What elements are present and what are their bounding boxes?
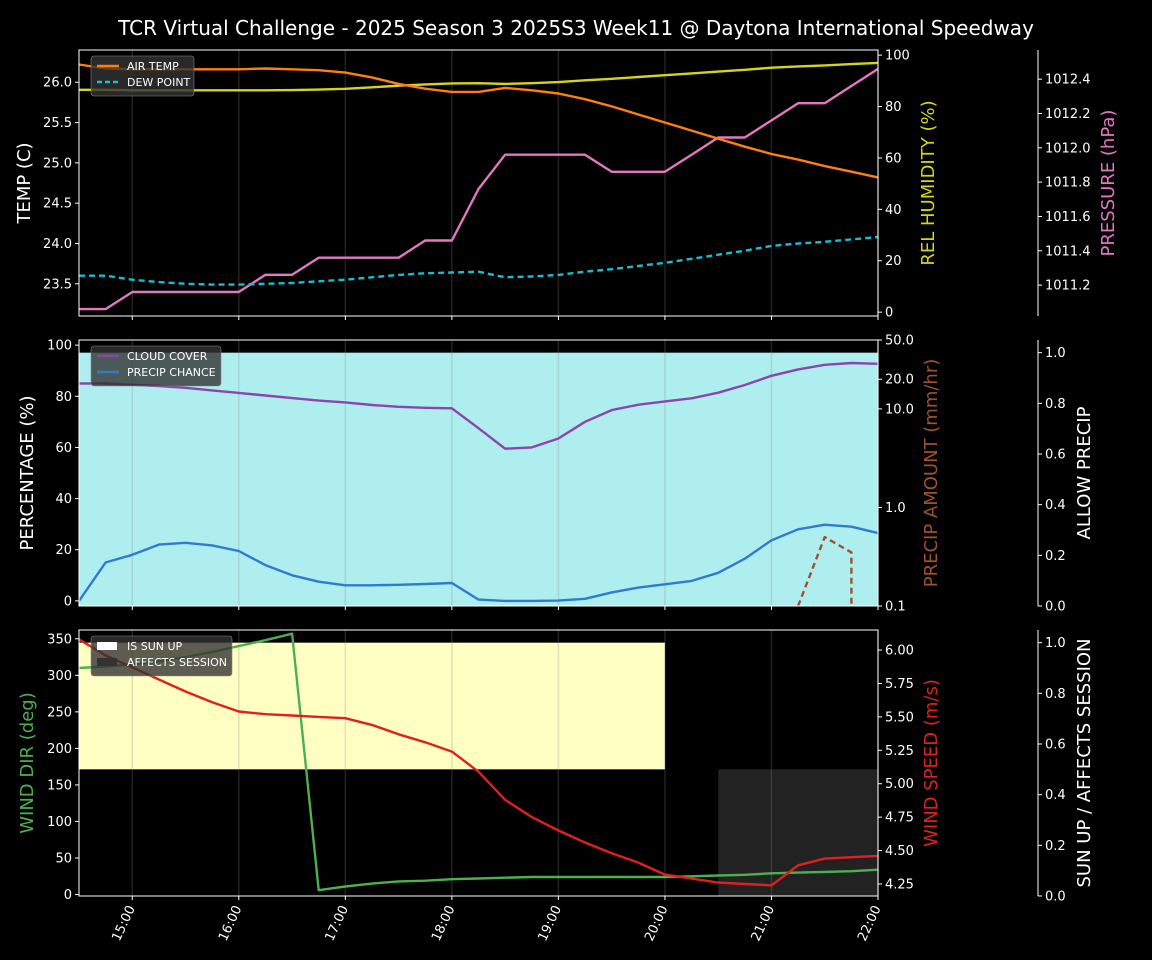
legend-label: IS SUN UP (127, 640, 183, 653)
right3-tick-label: 1011.4 (1045, 244, 1091, 259)
right-tick-label: 4.25 (885, 877, 914, 892)
percentage-axis-label: PERCENTAGE (%) (17, 395, 38, 550)
right3-tick-label: 1012.2 (1045, 107, 1091, 122)
legend-label: DEW POINT (127, 76, 191, 89)
y-tick-label: 0 (64, 888, 72, 903)
air-temp-line (78, 63, 879, 179)
right3-tick-label: 1011.8 (1045, 176, 1091, 191)
right-tick-label: 20 (885, 254, 902, 269)
allow-precip-axis-label: ALLOW PRECIP (1074, 406, 1095, 539)
y-tick-label: 100 (47, 339, 72, 354)
humidity-axis-label: REL HUMIDITY (%) (918, 100, 939, 265)
legend-box (90, 635, 233, 677)
right-tick-label: 100 (885, 49, 910, 64)
precip-amount-axis-label: PRECIP AMOUNT (mm/hr) (921, 359, 942, 588)
y-tick-label: 26.0 (43, 76, 72, 91)
right-tick-label: 60 (885, 151, 902, 166)
right3-tick-label: 0.4 (1045, 498, 1066, 513)
right3-tick-label: 0.8 (1045, 397, 1066, 412)
right3-tick-label: 0.2 (1045, 549, 1066, 564)
right-tick-label: 5.75 (885, 677, 914, 692)
wind-speed-line (78, 638, 879, 887)
right-tick-label: 20.0 (885, 373, 914, 388)
y-tick-label: 0 (64, 594, 72, 609)
right3-tick-label: 0.0 (1045, 600, 1066, 615)
right-tick-label: 1.0 (885, 501, 906, 516)
right-tick-label: 10.0 (885, 402, 914, 417)
y-tick-label: 25.5 (43, 116, 72, 131)
affects-session-area (718, 769, 878, 896)
y-tick-label: 350 (47, 632, 72, 647)
y-tick-label: 100 (47, 815, 72, 830)
legend-label: AFFECTS SESSION (127, 656, 227, 669)
right3-tick-label: 1012.0 (1045, 141, 1091, 156)
right-tick-label: 0.1 (885, 600, 906, 615)
legend-swatch (97, 642, 117, 650)
legend-layer: AIR TEMP DEW POINT CLOUD COVER PRECIP CHANC… (90, 55, 233, 677)
dew-point-line (79, 235, 879, 286)
y-tick-label: 24.5 (43, 197, 72, 212)
y-tick-label: 300 (47, 669, 72, 684)
y-tick-label: 24.0 (43, 237, 72, 252)
series-layer (78, 61, 879, 892)
right3-tick-label: 0.6 (1045, 738, 1066, 753)
precip-amount-line (796, 535, 853, 607)
chart-title: TCR Virtual Challenge - 2025 Season 3 20… (117, 16, 1034, 40)
right3-tick-label: 1.0 (1045, 346, 1066, 361)
y-tick-label: 250 (47, 705, 72, 720)
legend-label: PRECIP CHANCE (127, 366, 216, 379)
y-tick-label: 200 (47, 742, 72, 757)
right3-tick-label: 0.4 (1045, 788, 1066, 803)
wind-dir-axis-label: WIND DIR (deg) (17, 692, 38, 834)
right-tick-label: 5.00 (885, 777, 914, 792)
right3-tick-label: 0.2 (1045, 839, 1066, 854)
sun-up-axis-label: SUN UP / AFFECTS SESSION (1074, 638, 1095, 887)
legend-swatch (97, 658, 117, 666)
pressure-line (79, 67, 879, 311)
legend-label: CLOUD COVER (127, 350, 208, 363)
right-tick-label: 5.25 (885, 744, 914, 759)
y-tick-label: 23.5 (43, 277, 72, 292)
allow-precip-area (79, 352, 878, 606)
wind-speed-axis-label: WIND SPEED (m/s) (921, 679, 942, 847)
y-tick-label: 20 (55, 543, 72, 558)
right3-tick-label: 0.8 (1045, 687, 1066, 702)
y-tick-label: 40 (55, 492, 72, 507)
right-tick-label: 40 (885, 203, 902, 218)
y-tick-label: 60 (55, 441, 72, 456)
legend-label: AIR TEMP (127, 60, 179, 73)
right3-tick-label: 1011.6 (1045, 210, 1091, 225)
right3-tick-label: 0.0 (1045, 890, 1066, 905)
fill-layer (79, 352, 878, 896)
right-tick-label: 4.75 (885, 811, 914, 826)
y-tick-label: 150 (47, 778, 72, 793)
precip-chance-line (78, 523, 879, 603)
right-tick-label: 4.50 (885, 844, 914, 859)
right-tick-label: 5.50 (885, 710, 914, 725)
humidity-line (79, 61, 879, 92)
right3-tick-label: 1012.4 (1045, 73, 1091, 88)
right-tick-label: 0 (885, 306, 893, 321)
right3-tick-label: 1011.2 (1045, 279, 1091, 294)
legend-box (90, 345, 222, 387)
y-tick-label: 25.0 (43, 156, 72, 171)
y-tick-label: 50 (55, 852, 72, 867)
right-tick-label: 80 (885, 100, 902, 115)
right-tick-label: 50.0 (885, 334, 914, 349)
right3-tick-label: 0.6 (1045, 448, 1066, 463)
y-tick-label: 80 (55, 390, 72, 405)
cloud-cover-line (79, 361, 879, 450)
grid-layer (131, 50, 879, 896)
right3-tick-label: 1.0 (1045, 636, 1066, 651)
right-tick-label: 6.00 (885, 644, 914, 659)
temp-axis-label: TEMP (C) (14, 142, 35, 224)
pressure-axis-label: PRESSURE (hPa) (1098, 110, 1119, 257)
